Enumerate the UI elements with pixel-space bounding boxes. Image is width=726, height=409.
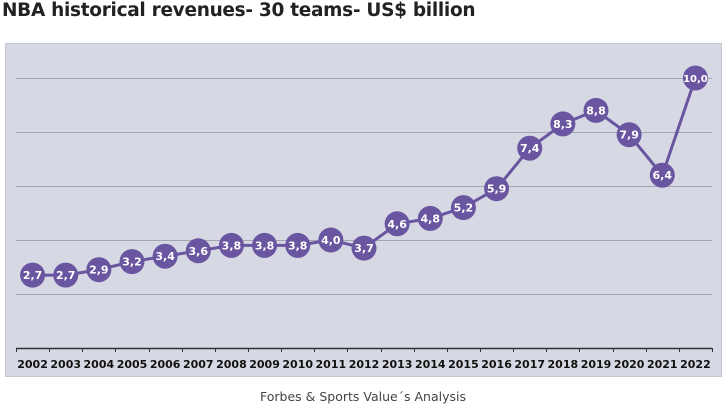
data-point-2016: 5,9	[484, 176, 510, 202]
x-tick-label-2022: 2022	[680, 358, 711, 371]
marker-2010	[285, 232, 311, 258]
marker-2006	[152, 243, 178, 269]
data-point-2014: 4,8	[417, 205, 443, 231]
data-label-2008: 3,8	[222, 239, 242, 252]
x-tick-label-2010: 2010	[282, 358, 313, 371]
data-point-2002: 2,7	[20, 262, 46, 288]
x-tick-label-2007: 2007	[183, 358, 214, 371]
data-point-2021: 6,4	[649, 162, 675, 188]
data-label-2004: 2,9	[89, 264, 109, 277]
x-tick-label-2009: 2009	[249, 358, 280, 371]
marker-2018	[550, 111, 576, 137]
marker-2012	[351, 235, 377, 261]
data-label-2022: 10,0	[683, 74, 708, 85]
data-point-2018: 8,3	[550, 111, 576, 137]
x-tick-label-2012: 2012	[349, 358, 380, 371]
marker-2014	[417, 205, 443, 231]
data-point-2008: 3,8	[218, 232, 244, 258]
x-tick-label-2014: 2014	[415, 358, 446, 371]
marker-2016	[484, 176, 510, 202]
data-label-2005: 3,2	[122, 256, 142, 269]
x-tick-label-2003: 2003	[50, 358, 81, 371]
data-point-2017: 7,4	[517, 135, 543, 161]
marker-2017	[517, 135, 543, 161]
data-label-2017: 7,4	[520, 142, 540, 155]
data-label-2019: 8,8	[586, 104, 606, 117]
marker-2003	[53, 262, 79, 288]
data-point-2013: 4,6	[384, 211, 410, 237]
gridlines	[16, 78, 712, 295]
marker-2009	[252, 232, 278, 258]
x-tick-label-2004: 2004	[84, 358, 115, 371]
source-caption: Forbes & Sports Value´s Analysis	[260, 389, 466, 404]
data-point-2022: 10,0	[682, 65, 708, 91]
data-point-2019: 8,8	[583, 97, 609, 123]
data-label-2010: 3,8	[288, 239, 308, 252]
data-label-2009: 3,8	[255, 239, 275, 252]
x-tick-label-2016: 2016	[481, 358, 512, 371]
marker-2020	[616, 122, 642, 148]
data-point-2012: 3,7	[351, 235, 377, 261]
data-markers: 2,7 2,7 2,9 3,2 3,4 3,6 3,8 3,8 3,8 4,0 3,7 4,6 4,8 5…	[20, 65, 708, 288]
x-tick-label-2020: 2020	[614, 358, 645, 371]
data-point-2015: 5,2	[450, 195, 476, 221]
marker-2004	[86, 257, 112, 283]
data-label-2020: 7,9	[619, 129, 639, 142]
x-tick-label-2017: 2017	[514, 358, 545, 371]
x-tick-label-2011: 2011	[316, 358, 347, 371]
data-label-2018: 8,3	[553, 118, 573, 131]
data-label-2002: 2,7	[23, 269, 43, 282]
data-label-2006: 3,4	[155, 250, 175, 263]
x-tick-label-2019: 2019	[581, 358, 612, 371]
x-tick-label-2021: 2021	[647, 358, 678, 371]
x-tick-labels: 2002 2003 2004 2005 2006 2007 2008 2009 2010 2011…	[17, 358, 710, 371]
data-label-2007: 3,6	[189, 245, 209, 258]
marker-2022	[682, 65, 708, 91]
data-point-2003: 2,7	[53, 262, 79, 288]
plot-area	[5, 43, 722, 377]
data-label-2021: 6,4	[653, 169, 673, 182]
data-point-2004: 2,9	[86, 257, 112, 283]
x-axis	[16, 347, 713, 352]
data-point-2006: 3,4	[152, 243, 178, 269]
data-label-2012: 3,7	[354, 242, 374, 255]
marker-2015	[450, 195, 476, 221]
x-tick-label-2015: 2015	[448, 358, 479, 371]
marker-2021	[649, 162, 675, 188]
marker-2005	[119, 249, 145, 275]
data-point-2007: 3,6	[185, 238, 211, 264]
x-tick-label-2005: 2005	[117, 358, 148, 371]
marker-2007	[185, 238, 211, 264]
data-point-2010: 3,8	[285, 232, 311, 258]
data-point-2011: 4,0	[318, 227, 344, 253]
data-label-2003: 2,7	[56, 269, 76, 282]
data-label-2011: 4,0	[321, 234, 341, 247]
marker-2011	[318, 227, 344, 253]
x-tick-label-2008: 2008	[216, 358, 247, 371]
marker-2013	[384, 211, 410, 237]
data-point-2005: 3,2	[119, 249, 145, 275]
data-label-2014: 4,8	[421, 212, 441, 225]
chart-title: NBA historical revenues- 30 teams- US$ b…	[2, 0, 476, 21]
data-point-2009: 3,8	[252, 232, 278, 258]
data-label-2016: 5,9	[487, 183, 507, 196]
x-tick-label-2006: 2006	[150, 358, 181, 371]
marker-2019	[583, 97, 609, 123]
marker-2002	[20, 262, 46, 288]
x-tick-label-2018: 2018	[548, 358, 579, 371]
data-label-2013: 4,6	[387, 218, 407, 231]
marker-2008	[218, 232, 244, 258]
x-tick-label-2013: 2013	[382, 358, 413, 371]
data-point-2020: 7,9	[616, 122, 642, 148]
x-tick-label-2002: 2002	[17, 358, 48, 371]
data-label-2015: 5,2	[454, 202, 474, 215]
